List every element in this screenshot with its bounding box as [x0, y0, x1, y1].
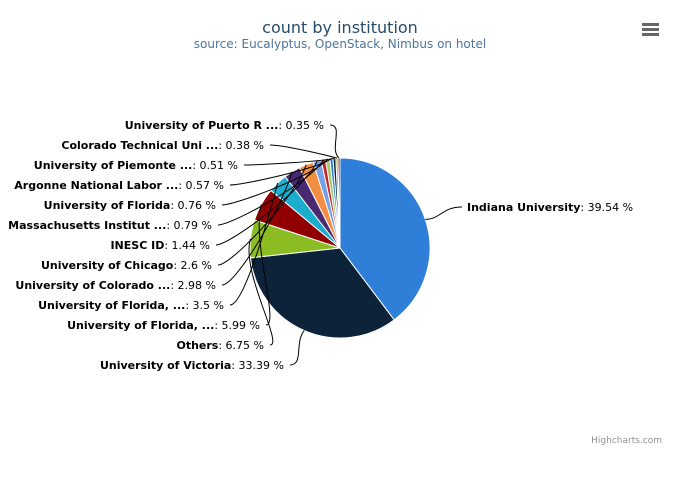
data-label-name: University of Colorado ...: [15, 279, 170, 292]
pie-slice[interactable]: [337, 157, 341, 249]
data-label: University of Victoria: 33.39 %: [100, 359, 284, 372]
data-label-value: : 33.39 %: [231, 359, 284, 372]
chart-title: count by institution: [262, 18, 418, 37]
data-label-value: : 5.99 %: [214, 319, 260, 332]
data-label-name: Indiana University: [467, 201, 580, 214]
data-label: University of Florida: 0.76 %: [44, 199, 216, 212]
chart-subtitle: source: Eucalyptus, OpenStack, Nimbus on…: [194, 37, 486, 51]
data-labels: Indiana University: 39.54 % University of…: [8, 119, 633, 372]
data-label-name: Colorado Technical Uni ...: [61, 139, 218, 152]
data-label-value: : 2.98 %: [170, 279, 216, 292]
hamburger-menu-icon: [642, 23, 659, 36]
data-label-name: University of Florida: [44, 199, 171, 212]
label-connector: [289, 330, 305, 366]
data-label-value: : 0.38 %: [218, 139, 264, 152]
data-label: Indiana University: 39.54 %: [467, 201, 633, 214]
data-label: University of Puerto R ...: 0.35 %: [125, 119, 324, 132]
label-connector: [229, 182, 279, 306]
data-label-name: Massachusetts Institut ...: [8, 219, 166, 232]
data-label-name: University of Puerto R ...: [125, 119, 279, 132]
data-label: Argonne National Labor ...: 0.57 %: [14, 179, 224, 192]
data-label-name: University of Florida, ...: [67, 319, 214, 332]
data-label-name: University of Chicago: [41, 259, 174, 272]
label-connector: [329, 124, 340, 159]
data-label-value: : 0.51 %: [192, 159, 238, 172]
label-connector: [258, 204, 271, 326]
data-label: University of Piemonte ...: 0.51 %: [34, 159, 238, 172]
data-label-value: : 0.57 %: [178, 179, 224, 192]
data-label-name: INESC ID: [110, 239, 164, 252]
data-label-value: : 0.76 %: [170, 199, 216, 212]
export-menu-button[interactable]: [636, 16, 664, 42]
data-label-value: : 1.44 %: [164, 239, 210, 252]
data-label-value: : 6.75 %: [218, 339, 264, 352]
data-label: Others: 6.75 %: [176, 339, 264, 352]
label-connector: [229, 158, 332, 186]
label-connector: [221, 171, 293, 286]
data-label-name: University of Victoria: [100, 359, 231, 372]
data-label-value: : 3.5 %: [185, 299, 224, 312]
data-label: INESC ID: 1.44 %: [110, 239, 210, 252]
data-label: University of Chicago: 2.6 %: [41, 259, 212, 272]
data-label-value: : 0.79 %: [166, 219, 212, 232]
data-label-name: University of Florida, ...: [38, 299, 185, 312]
data-label-value: : 2.6 %: [173, 259, 212, 272]
label-connector: [425, 206, 463, 220]
data-label-name: Others: [176, 339, 218, 352]
label-connector: [269, 144, 338, 159]
label-connectors: [215, 124, 463, 366]
data-label-value: : 0.35 %: [278, 119, 324, 132]
label-connector: [221, 158, 329, 206]
data-label-name: University of Piemonte ...: [34, 159, 193, 172]
label-connector: [243, 157, 335, 166]
data-label-value: : 39.54 %: [580, 201, 633, 214]
data-label-name: Argonne National Labor ...: [14, 179, 178, 192]
label-connector: [248, 238, 274, 346]
data-label: Massachusetts Institut ...: 0.79 %: [8, 219, 212, 232]
pie-slices: [249, 157, 431, 339]
data-label: University of Florida, ...: 3.5 %: [38, 299, 224, 312]
data-label: University of Florida, ...: 5.99 %: [67, 319, 260, 332]
data-label: Colorado Technical Uni ...: 0.38 %: [61, 139, 264, 152]
pie-slice[interactable]: [339, 157, 431, 321]
data-label: University of Colorado ...: 2.98 %: [15, 279, 216, 292]
credits-link[interactable]: Highcharts.com: [591, 436, 662, 446]
